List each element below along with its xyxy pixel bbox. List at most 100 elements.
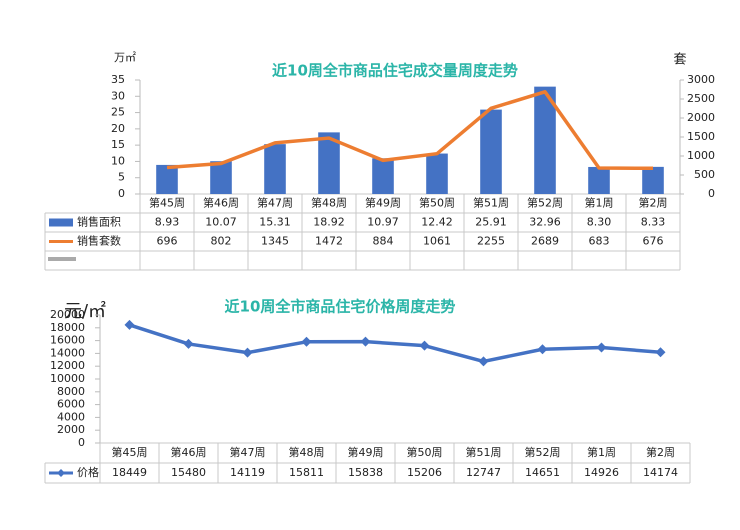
bar bbox=[588, 166, 610, 194]
y-tick-label: 8000 bbox=[57, 385, 85, 398]
table-value: 10.97 bbox=[367, 216, 399, 229]
table-value: 12.42 bbox=[421, 216, 453, 229]
y2-tick-label: 500 bbox=[694, 168, 715, 181]
table-value: 15.31 bbox=[259, 216, 291, 229]
table-value: 884 bbox=[373, 235, 394, 248]
x-tick-label: 第51周 bbox=[473, 196, 509, 210]
x-tick-label: 第2周 bbox=[646, 445, 675, 459]
y2-tick-label: 1000 bbox=[687, 149, 715, 162]
x-tick-label: 第47周 bbox=[257, 196, 293, 210]
y-axis-label: 万㎡ bbox=[114, 51, 136, 64]
line bbox=[128, 323, 661, 364]
y2-axis-label: 套 bbox=[673, 52, 686, 68]
table-value: 8.33 bbox=[641, 216, 666, 229]
table-value: 18449 bbox=[112, 466, 147, 479]
y2-tick-label: 2500 bbox=[687, 92, 715, 105]
marker bbox=[242, 347, 253, 358]
x-tick-label: 第49周 bbox=[348, 445, 384, 459]
y-tick-label: 6000 bbox=[57, 398, 85, 411]
x-tick-label: 第48周 bbox=[311, 196, 347, 210]
x-tick-label: 第52周 bbox=[525, 445, 561, 459]
x-tick-label: 第2周 bbox=[639, 196, 668, 210]
x-tick-label: 第46周 bbox=[203, 196, 239, 210]
y-tick-label: 4000 bbox=[57, 410, 85, 423]
y2-tick-label: 1500 bbox=[687, 130, 715, 143]
table-value: 1345 bbox=[261, 235, 289, 248]
table-value: 15480 bbox=[171, 466, 206, 479]
legend-label: 销售套数 bbox=[77, 234, 121, 248]
bar bbox=[210, 161, 232, 194]
bar bbox=[480, 109, 502, 194]
marker bbox=[655, 347, 666, 358]
y2-tick-label: 2000 bbox=[687, 111, 715, 124]
y-tick-label: 15 bbox=[111, 138, 125, 151]
table-value: 683 bbox=[589, 235, 610, 248]
table-value: 18.92 bbox=[313, 216, 345, 229]
table-value: 25.91 bbox=[475, 216, 507, 229]
y-tick-label: 2000 bbox=[57, 423, 85, 436]
marker bbox=[124, 319, 135, 330]
y-tick-label: 10 bbox=[111, 154, 125, 167]
y-tick-label: 35 bbox=[111, 73, 125, 86]
x-tick-label: 第52周 bbox=[527, 196, 563, 210]
table-value: 14119 bbox=[230, 466, 265, 479]
table-value: 14174 bbox=[643, 466, 678, 479]
bar bbox=[372, 158, 394, 194]
table-value: 8.30 bbox=[587, 216, 612, 229]
marker bbox=[360, 336, 371, 347]
marker bbox=[478, 356, 489, 367]
x-tick-label: 第47周 bbox=[230, 445, 266, 459]
legend-marker bbox=[57, 469, 65, 477]
bar bbox=[264, 144, 286, 194]
y-tick-label: 5 bbox=[118, 171, 125, 184]
bar bbox=[642, 166, 664, 194]
legend-swatch bbox=[49, 218, 73, 227]
table-value: 14926 bbox=[584, 466, 619, 479]
bar bbox=[318, 132, 340, 194]
x-tick-label: 第46周 bbox=[171, 445, 207, 459]
marker bbox=[537, 344, 548, 355]
bar bbox=[156, 164, 178, 194]
line bbox=[166, 90, 654, 171]
table-value: 1472 bbox=[315, 235, 343, 248]
y-axis-label: 元/㎡ bbox=[64, 300, 106, 322]
y-tick-label: 10000 bbox=[50, 372, 85, 385]
table-value: 676 bbox=[643, 235, 664, 248]
y-tick-label: 12000 bbox=[50, 359, 85, 372]
x-tick-label: 第51周 bbox=[466, 445, 502, 459]
x-tick-label: 第50周 bbox=[419, 196, 455, 210]
table-value: 15206 bbox=[407, 466, 442, 479]
table-value: 14651 bbox=[525, 466, 560, 479]
y2-tick-label: 0 bbox=[708, 187, 715, 200]
bar bbox=[534, 86, 556, 194]
legend-label: 销售面积 bbox=[77, 215, 121, 229]
y-tick-label: 0 bbox=[118, 187, 125, 200]
table-value: 1061 bbox=[423, 235, 451, 248]
table-value: 12747 bbox=[466, 466, 501, 479]
x-tick-label: 第48周 bbox=[289, 445, 325, 459]
x-tick-label: 第1周 bbox=[585, 196, 614, 210]
marker bbox=[596, 342, 607, 353]
x-tick-label: 第45周 bbox=[112, 445, 148, 459]
table-value: 32.96 bbox=[529, 216, 561, 229]
x-tick-label: 第50周 bbox=[407, 445, 443, 459]
y-tick-label: 25 bbox=[111, 106, 125, 119]
table-value: 696 bbox=[157, 235, 178, 248]
y-tick-label: 30 bbox=[111, 89, 125, 102]
marker bbox=[183, 338, 194, 349]
y-tick-label: 14000 bbox=[50, 346, 85, 359]
marker bbox=[419, 340, 430, 351]
chart-title: 近10周全市商品住宅价格周度走势 bbox=[225, 298, 456, 316]
x-tick-label: 第1周 bbox=[587, 445, 616, 459]
x-tick-label: 第49周 bbox=[365, 196, 401, 210]
table-value: 15811 bbox=[289, 466, 324, 479]
table-value: 2255 bbox=[477, 235, 505, 248]
y-tick-label: 16000 bbox=[50, 334, 85, 347]
table-value: 802 bbox=[211, 235, 232, 248]
table-value: 10.07 bbox=[205, 216, 237, 229]
y-tick-label: 20000 bbox=[50, 308, 85, 321]
y-tick-label: 20 bbox=[111, 122, 125, 135]
table-value: 2689 bbox=[531, 235, 559, 248]
